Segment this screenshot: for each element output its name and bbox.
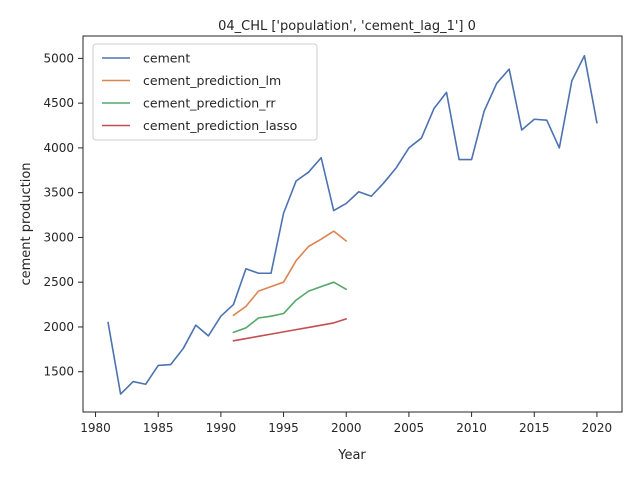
legend-label: cement_prediction_rr — [143, 96, 276, 111]
x-tick-label: 1995 — [268, 421, 299, 435]
series-line-cement-prediction-lm — [232, 230, 348, 317]
series-lines — [107, 54, 598, 395]
y-axis-label: cement production — [19, 162, 34, 285]
y-tick-label: 3500 — [43, 186, 74, 200]
legend-label: cement_prediction_lm — [143, 73, 281, 88]
series-line-cement — [107, 54, 598, 395]
x-tick-label: 2005 — [394, 421, 425, 435]
series-line-cement-prediction-rr — [232, 281, 348, 334]
y-tick-label: 4500 — [43, 96, 74, 110]
y-tick-label: 2000 — [43, 320, 74, 334]
y-axis: 1500 2000 2500 3000 3500 4000 4500 5000 — [43, 51, 83, 379]
chart-title: 04_CHL ['population', 'cement_lag_1'] 0 — [218, 19, 476, 34]
legend-box — [92, 43, 318, 141]
x-tick-label: 1990 — [206, 421, 237, 435]
x-tick-label: 1985 — [143, 421, 174, 435]
y-tick-label: 2500 — [43, 275, 74, 289]
y-tick-label: 1500 — [43, 365, 74, 379]
x-tick-label: 2020 — [582, 421, 613, 435]
x-tick-label: 1980 — [80, 421, 111, 435]
y-tick-label: 4000 — [43, 141, 74, 155]
legend: cement cement_prediction_lm cement_predict… — [92, 43, 318, 141]
x-axis-label: Year — [337, 448, 366, 463]
legend-label: cement_prediction_lasso — [143, 118, 297, 133]
y-tick-label: 5000 — [43, 51, 74, 65]
legend-label: cement — [143, 51, 190, 66]
x-tick-label: 2000 — [331, 421, 362, 435]
y-tick-label: 3000 — [43, 230, 74, 244]
plot-frame — [82, 35, 623, 413]
x-tick-label: 2010 — [456, 421, 487, 435]
x-axis: 1980 1985 1990 1995 2000 2005 2010 2015 2020 — [80, 412, 612, 435]
x-tick-label: 2015 — [519, 421, 550, 435]
series-line-cement-prediction-lasso — [232, 318, 348, 342]
